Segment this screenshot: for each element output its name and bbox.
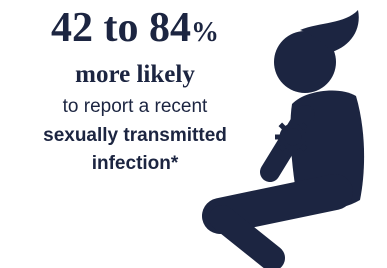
thigh: [220, 192, 335, 216]
headline-unit: %: [191, 17, 219, 48]
body-line: to report a recent: [0, 95, 270, 119]
infographic: 42 to 84% more likely to report a recent…: [0, 0, 387, 268]
headline: 42 to 84%: [0, 4, 270, 57]
headline-range: 42 to 84: [51, 5, 191, 51]
subhead: more likely: [0, 60, 270, 90]
body-line: sexually transmitted: [0, 124, 270, 148]
body-line: infection*: [0, 152, 270, 176]
